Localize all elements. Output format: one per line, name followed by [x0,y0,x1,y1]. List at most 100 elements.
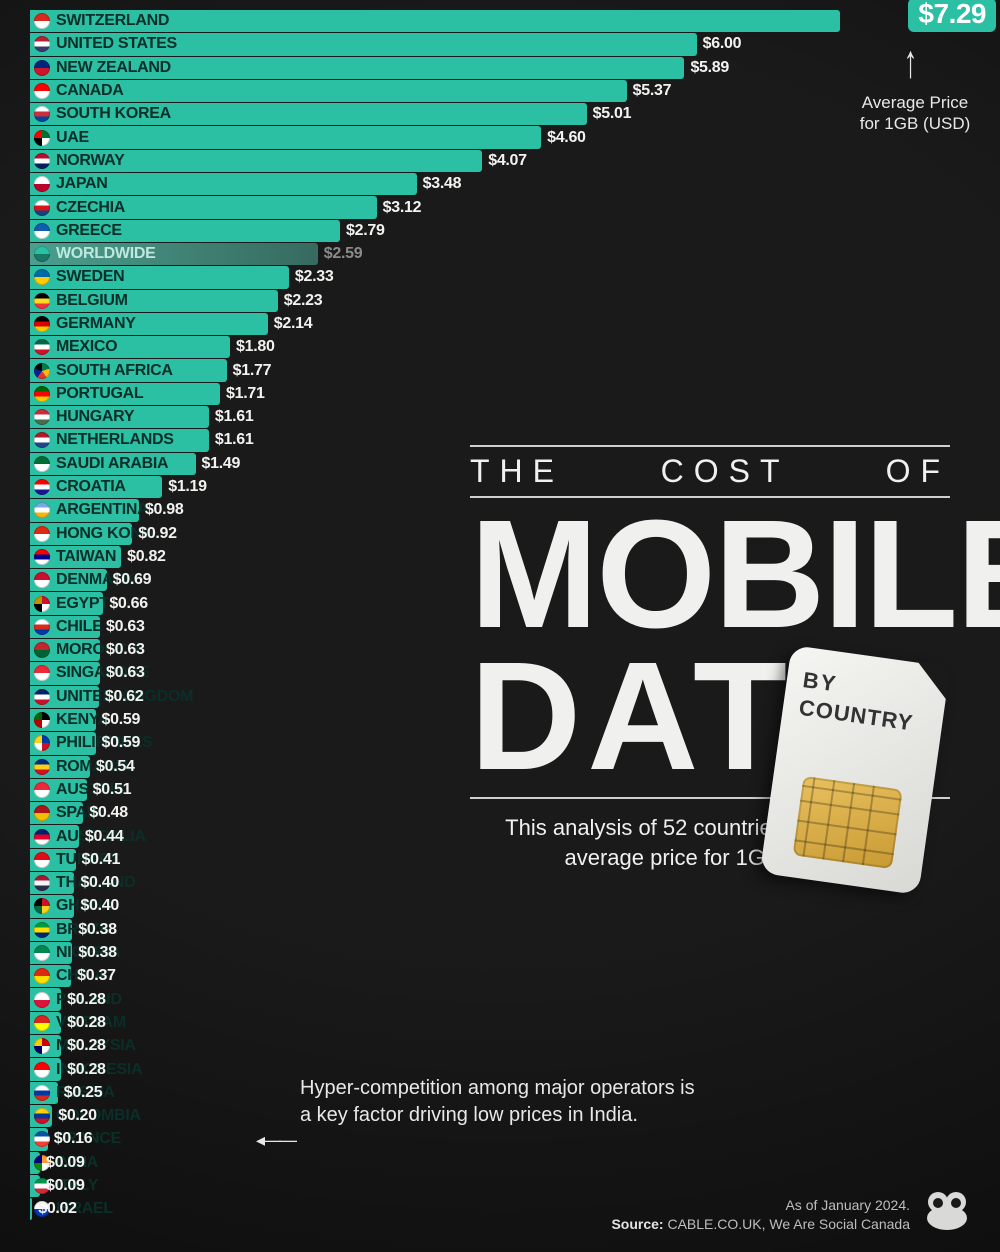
bar-value: $0.54 [90,756,135,778]
flag-icon [34,293,50,309]
bar-row: SWEDEN $2.33 [30,266,970,288]
bar-value: $0.92 [132,523,177,545]
bar-value: $0.20 [52,1105,97,1127]
bar-value: $1.61 [209,406,254,428]
country-label: EGYPT [56,595,109,613]
country-label: NETHERLANDS [56,431,174,449]
bar-value: $0.69 [107,569,152,591]
bar-row: HUNGARY $1.61 [30,406,970,428]
footer-date: As of January 2024. [611,1196,910,1215]
bar-row: CZECHIA $3.12 [30,196,970,218]
bar-row: GHANA$0.40 [30,895,970,917]
flag-icon [34,712,50,728]
bar-row: GERMANY$2.14 [30,313,970,335]
bar-value: $0.59 [96,709,141,731]
flag-icon [34,200,50,216]
bar-row: POLAND$0.28 [30,988,970,1010]
bar-value: $0.02 [32,1198,77,1220]
bar-row: FRANCE$0.16 [30,1128,970,1150]
flag-icon [34,782,50,798]
country-label: UAE [56,129,89,147]
bar-value: $0.38 [72,919,117,941]
flag-icon [34,130,50,146]
footer-source: Source: CABLE.CO.UK, We Are Social Canad… [611,1215,910,1234]
bar-value: $0.44 [79,825,124,847]
bar-value: $0.98 [139,499,184,521]
flag-icon [34,1062,50,1078]
bar-value: $0.25 [58,1082,103,1104]
bar-value: $3.48 [417,173,462,195]
bar-value: $0.09 [40,1175,85,1197]
bar-row: GREECE$2.79 [30,220,970,242]
bar-value: $4.60 [541,126,586,148]
bar-row: JAPAN$3.48 [30,173,970,195]
flag-icon [34,759,50,775]
country-label: CROATIA [56,478,126,496]
bar-value: $0.09 [40,1152,85,1174]
bar-row: CHINA$0.37 [30,965,970,987]
flag-icon [34,945,50,961]
source-text: CABLE.CO.UK, We Are Social Canada [667,1216,910,1232]
country-label: SWEDEN [56,268,124,286]
country-label: CZECHIA [56,199,125,217]
country-label: CHILE [56,618,103,636]
bar-value: $0.40 [74,872,119,894]
bar-value: $0.28 [61,1058,106,1080]
country-label: SOUTH KOREA [56,105,171,123]
flag-icon [34,1015,50,1031]
bar-value: $0.28 [61,1035,106,1057]
bar-value: $2.23 [278,290,323,312]
bar-value: $0.48 [83,802,128,824]
bar-value: $5.37 [627,80,672,102]
bar-value: $0.28 [61,1012,106,1034]
bar-row: MEXICO$1.80 [30,336,970,358]
bar-row: CANADA $5.37 [30,80,970,102]
bar-value: $0.37 [71,965,116,987]
bar-value: $0.28 [61,988,106,1010]
flag-icon [34,852,50,868]
bar-value: $1.19 [162,476,207,498]
bar-value: $2.33 [289,266,334,288]
bar-value: $4.07 [482,150,527,172]
bar-row: PORTUGAL $1.71 [30,383,970,405]
flag-icon [34,83,50,99]
country-label: GERMANY [56,315,136,333]
country-label: NEW ZEALAND [56,59,171,77]
bar-value: $3.12 [377,196,422,218]
bar-row: NEW ZEALAND$5.89 [30,57,970,79]
arrow-up-icon: ↑ [904,38,918,84]
country-label: SOUTH AFRICA [56,362,173,380]
bar-value: $0.63 [100,639,145,661]
source-label: Source: [611,1216,663,1232]
flag-icon [34,619,50,635]
bar-row: INDIA$0.09 [30,1152,970,1174]
bar-value: $0.40 [74,895,119,917]
bar-value: $1.71 [220,383,265,405]
flag-icon [34,922,50,938]
title-line-1: MOBILE [470,504,950,646]
avg-price-label: Average Price for 1GB (USD) [850,92,980,135]
country-label: TAIWAN [56,548,116,566]
flag-icon [34,246,50,262]
bar-value: $0.38 [72,942,117,964]
arrow-left-icon: ◂—— [256,1130,295,1151]
bar-value: $6.00 [697,33,742,55]
flag-icon [34,596,50,612]
bar-value: $1.49 [196,453,241,475]
bar-value: $5.01 [587,103,632,125]
bar-value: $0.82 [121,546,166,568]
flag-icon [34,689,50,705]
flag-icon [34,549,50,565]
bar-value: $0.62 [99,686,144,708]
bar-value: $0.59 [96,732,141,754]
flag-icon [34,526,50,542]
flag-icon [34,60,50,76]
sim-card-icon: BY COUNTRY [760,645,950,895]
flag-icon [34,875,50,891]
bar-value: $0.63 [100,662,145,684]
country-label: PORTUGAL [56,385,143,403]
bar-row: UAE $4.60 [30,126,970,148]
country-label: CANADA [56,82,124,100]
country-label: HUNGARY [56,408,134,426]
bar-value: $0.16 [48,1128,93,1150]
